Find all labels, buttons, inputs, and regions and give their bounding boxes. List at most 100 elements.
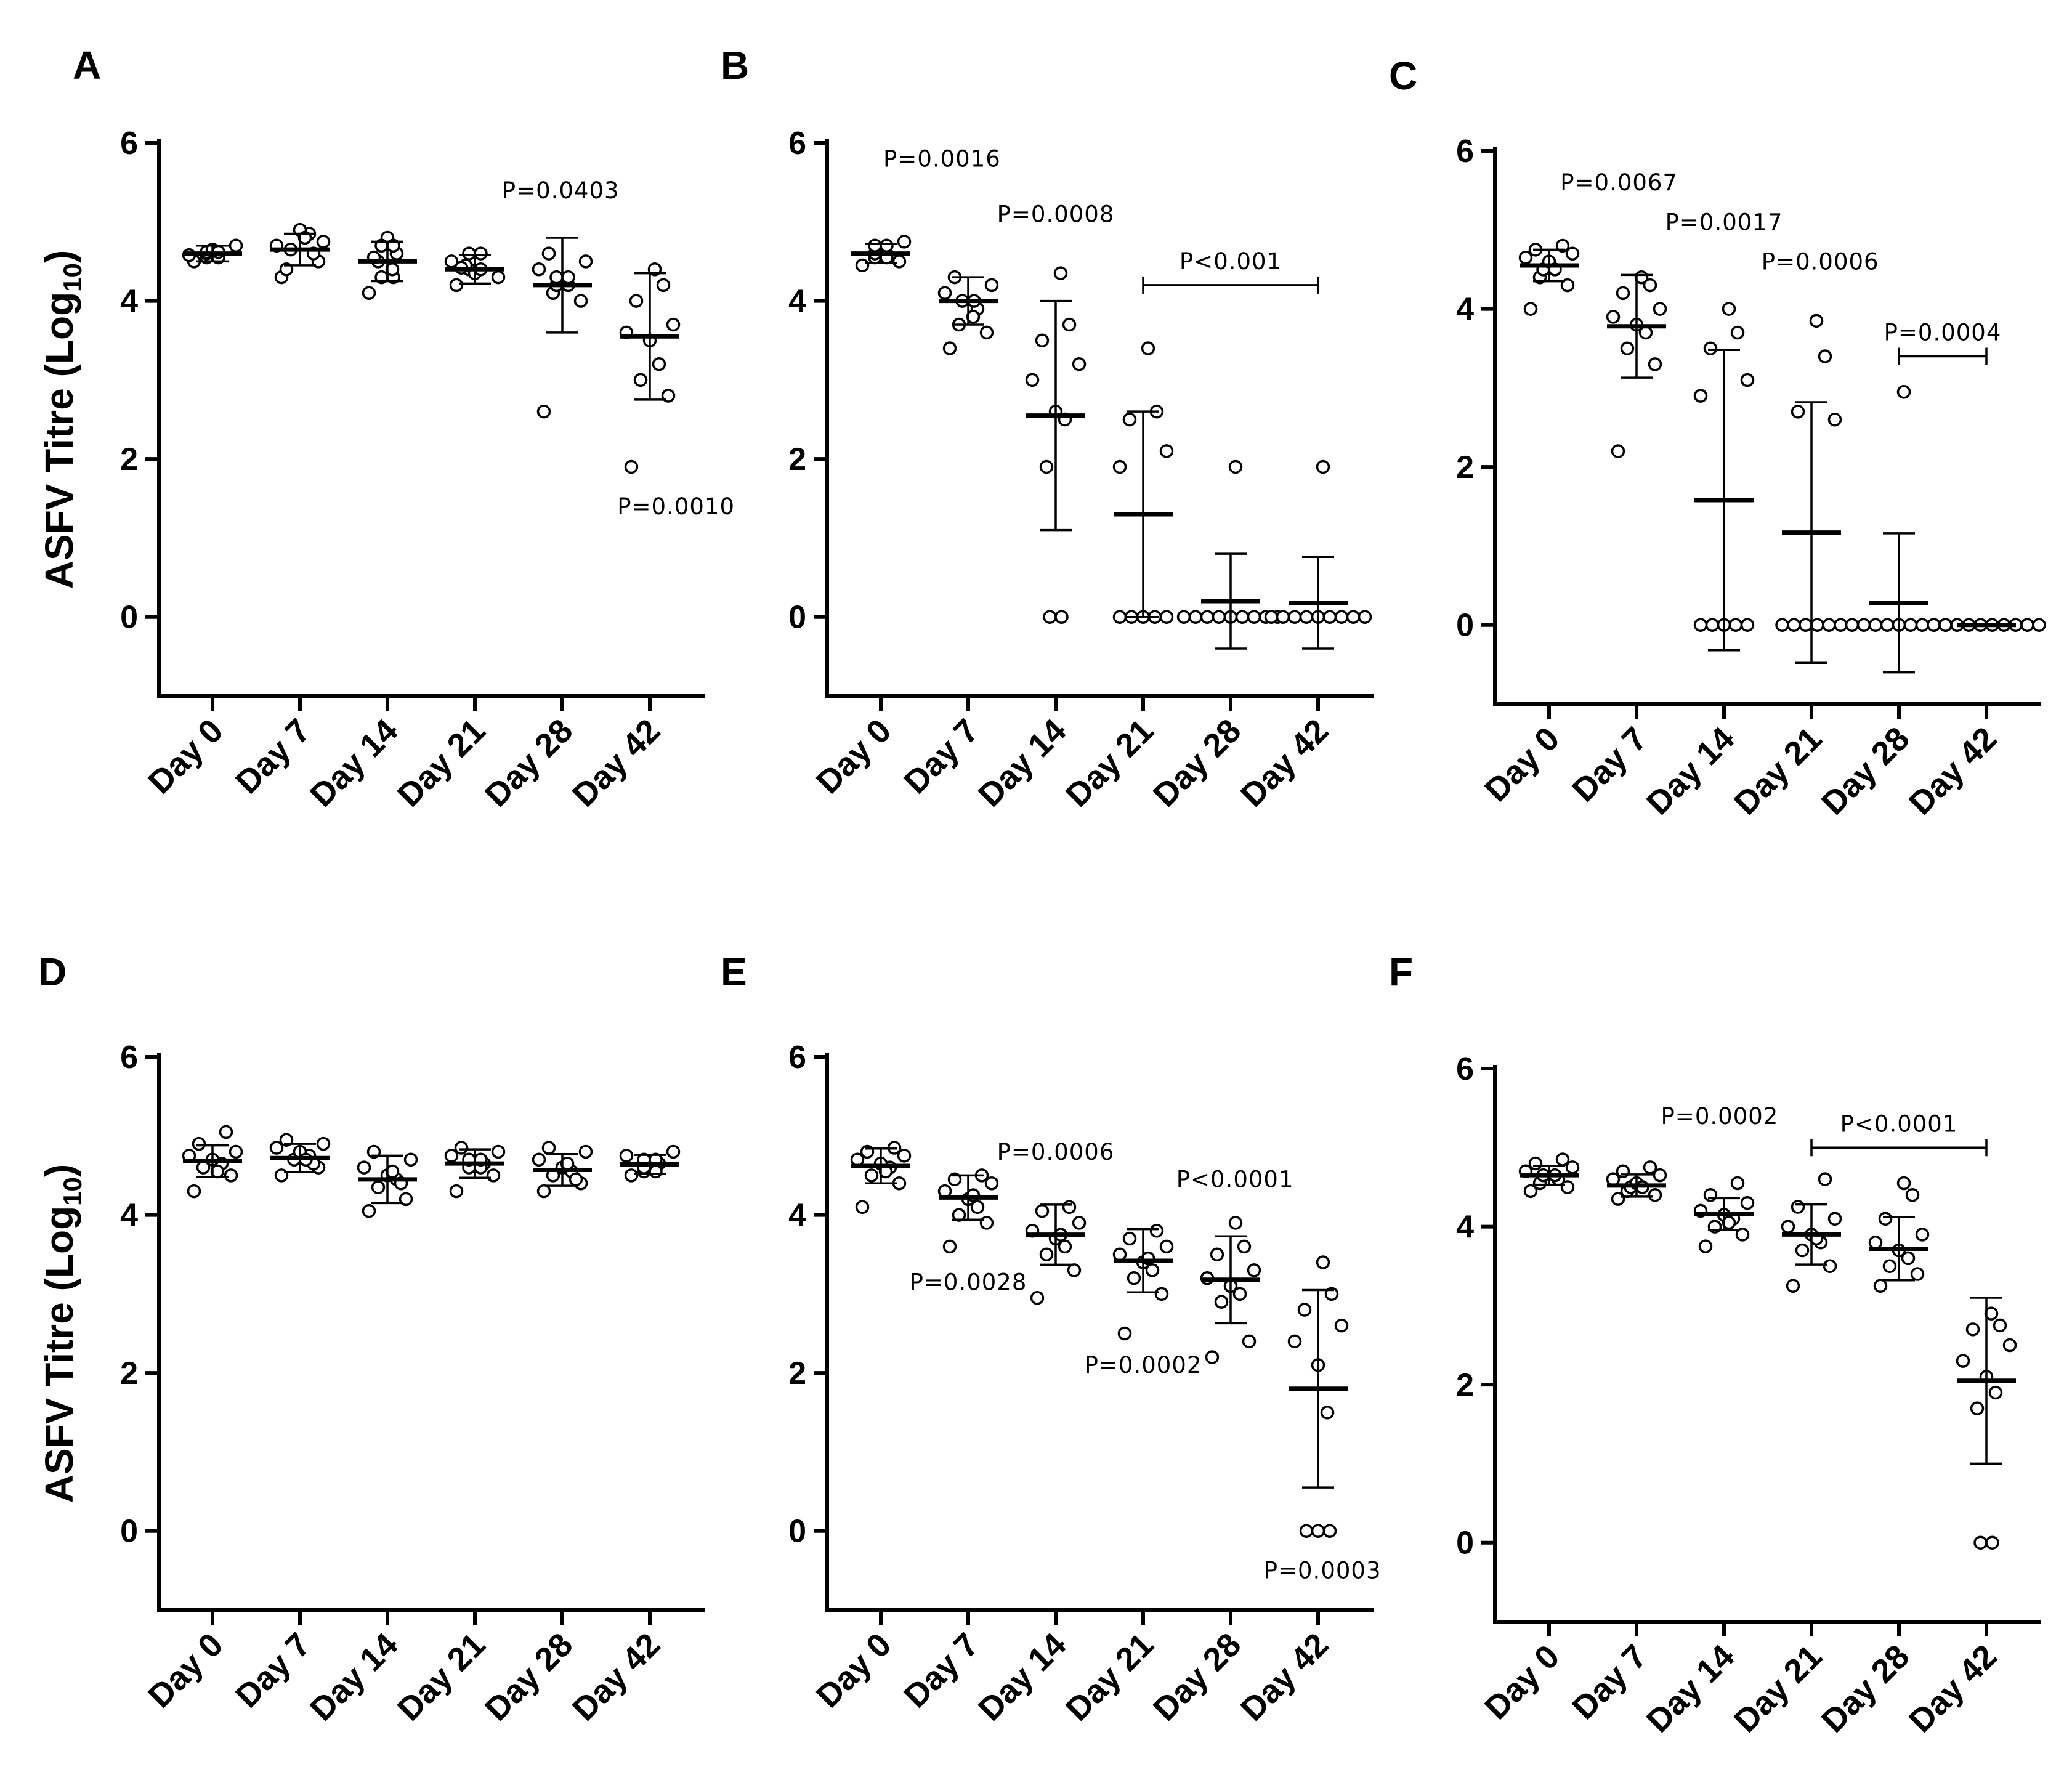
y-axis-label-main: ASFV Titre (Log [37, 292, 81, 589]
data-point [1159, 1239, 1174, 1254]
data-point [1927, 618, 1941, 632]
data-point [1910, 1267, 1925, 1281]
y-axis-label-sub: 10 [58, 1177, 87, 1206]
y-tick-label: 0 [788, 600, 806, 636]
bracket-p-value: P=0.0004 [1884, 320, 2002, 346]
data-point [454, 1141, 469, 1155]
data-point [491, 1144, 506, 1159]
data-point [1643, 278, 1657, 293]
p-value-label: P=0.0002 [1661, 1103, 1779, 1130]
data-point [1818, 1172, 1832, 1186]
data-point [1827, 1212, 1842, 1226]
y-tick-label: 6 [120, 1040, 138, 1075]
data-point [1810, 618, 1824, 632]
data-point [1067, 1263, 1082, 1277]
data-point [1722, 302, 1736, 316]
data-point [1878, 1212, 1893, 1226]
y-axis-label-close: ) [37, 250, 81, 263]
data-point [1903, 618, 1918, 632]
data-point [1611, 444, 1625, 458]
data-point [1653, 302, 1667, 316]
data-point [952, 1208, 966, 1222]
data-point [1159, 444, 1174, 458]
x-tick-label: Day 42 [1902, 720, 2004, 822]
data-point [1228, 1216, 1243, 1230]
y-tick-label: 4 [120, 284, 138, 320]
panel-letter: E [721, 950, 747, 994]
data-point [549, 270, 564, 285]
y-axis-label-close: ) [37, 1164, 81, 1177]
x-tick-label: Day 14 [1640, 720, 1742, 822]
data-point [541, 246, 556, 261]
data-point [1122, 1231, 1137, 1246]
data-point [1827, 412, 1842, 427]
data-point [1528, 1156, 1543, 1171]
data-point [1214, 1295, 1229, 1309]
y-tick-label: 4 [1456, 292, 1474, 328]
data-point [1247, 610, 1261, 624]
p-value-label: P=0.0006 [1762, 248, 1879, 275]
data-point [1212, 610, 1226, 624]
data-point [1264, 610, 1279, 624]
data-point [1149, 1223, 1164, 1238]
data-point [1730, 325, 1745, 340]
data-point [2020, 618, 2034, 632]
data-point [1740, 373, 1755, 387]
data-point [1620, 341, 1635, 355]
x-tick-label: Day 14 [303, 712, 405, 814]
data-point [979, 325, 994, 340]
data-point [1247, 1263, 1261, 1277]
data-point [1122, 412, 1137, 427]
data-point [1705, 618, 1720, 632]
x-tick-label: Day 42 [565, 1626, 668, 1728]
x-tick-label: Day 0 [809, 712, 898, 801]
data-point [1030, 1291, 1045, 1305]
data-point [462, 246, 476, 261]
data-point [1311, 1524, 1325, 1538]
p-value-label: P=0.0010 [617, 493, 735, 520]
data-point [1809, 314, 1824, 328]
x-tick-label: Day 0 [141, 1626, 230, 1715]
data-point [855, 1200, 870, 1214]
x-tick-label: Day 14 [303, 1626, 405, 1728]
data-point [219, 1125, 233, 1139]
data-point [633, 373, 648, 387]
data-point [868, 238, 882, 253]
y-tick-label: 2 [1456, 1367, 1474, 1403]
data-point [666, 1144, 681, 1159]
y-tick-label: 0 [1456, 608, 1474, 644]
data-point [1334, 610, 1349, 624]
y-tick-label: 0 [120, 1514, 138, 1550]
p-value-label: P=0.0003 [1264, 1558, 1382, 1584]
x-tick-label: Day 28 [1815, 1638, 1917, 1740]
y-tick-label: 0 [120, 600, 138, 636]
data-point [1845, 618, 1860, 632]
data-point [624, 1168, 639, 1183]
data-point [1112, 610, 1127, 624]
data-point [1297, 1303, 1312, 1317]
panel-letter: A [73, 43, 101, 87]
data-point [316, 1136, 331, 1151]
data-point [561, 270, 575, 285]
data-point [1565, 246, 1580, 261]
data-point [1973, 1535, 1988, 1550]
data-point [880, 238, 894, 253]
y-tick-label: 6 [1456, 1051, 1474, 1087]
data-point [1176, 610, 1191, 624]
data-point [1880, 618, 1895, 632]
data-point [1287, 610, 1302, 624]
data-point [1276, 610, 1290, 624]
data-point [1154, 1287, 1169, 1301]
data-point [1320, 1406, 1335, 1420]
data-point [855, 258, 870, 273]
data-point [569, 1172, 583, 1187]
data-point [1735, 1228, 1750, 1242]
p-value-label: P=0.0017 [1665, 209, 1783, 235]
data-point [1145, 1263, 1160, 1277]
x-tick-label: Day 14 [1640, 1638, 1742, 1740]
x-tick-label: Day 42 [1902, 1638, 2004, 1740]
y-tick-label: 4 [1456, 1210, 1474, 1245]
